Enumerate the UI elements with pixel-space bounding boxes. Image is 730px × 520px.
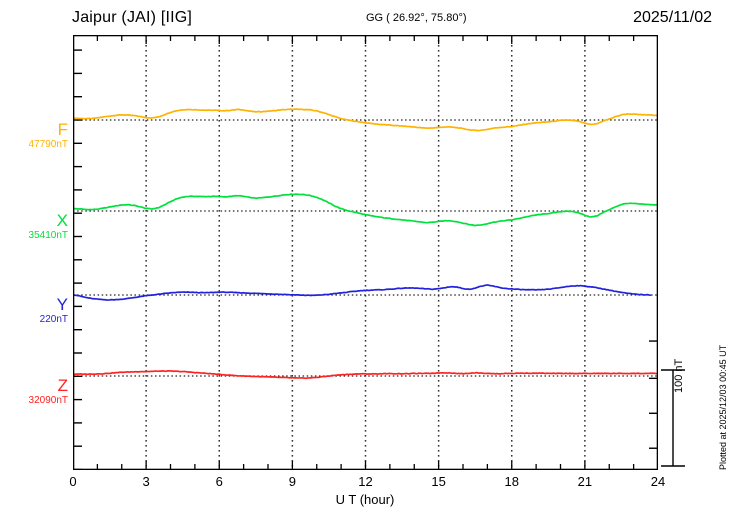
x-tick-9: 9 bbox=[288, 474, 296, 489]
component-baseline-z: 32090nT bbox=[28, 395, 68, 406]
component-symbol-x: X bbox=[56, 211, 68, 230]
component-baselines bbox=[73, 119, 658, 377]
component-symbol-z: Z bbox=[57, 376, 68, 395]
component-symbol-f: F bbox=[57, 120, 68, 139]
geographic-coordinates: GG ( 26.92°, 75.80°) bbox=[366, 12, 467, 24]
component-baseline-f: 47790nT bbox=[28, 139, 68, 150]
magnetogram-svg bbox=[73, 35, 658, 470]
plotted-timestamp: Plotted at 2025/12/03 00:45 UT bbox=[718, 344, 728, 470]
left-axis-ticks bbox=[73, 49, 82, 470]
station-title: Jaipur (JAI) [IIG] bbox=[72, 9, 193, 26]
scale-bar bbox=[661, 369, 685, 467]
plot-frame bbox=[73, 35, 658, 470]
component-label-f: F 47790nT bbox=[2, 121, 68, 151]
vertical-gridlines bbox=[145, 35, 586, 470]
x-tick-21: 21 bbox=[577, 474, 593, 489]
x-tick-3: 3 bbox=[142, 474, 150, 489]
bottom-axis-ticks bbox=[73, 461, 658, 470]
x-tick-24: 24 bbox=[650, 474, 666, 489]
x-tick-0: 0 bbox=[69, 474, 77, 489]
x-tick-18: 18 bbox=[504, 474, 519, 489]
scale-bar-label: 100 nT bbox=[673, 358, 685, 393]
x-tick-12: 12 bbox=[358, 474, 373, 489]
top-axis-ticks bbox=[73, 35, 658, 44]
component-baseline-x: 35410nT bbox=[28, 230, 68, 241]
component-label-y: Y 220nT bbox=[2, 296, 68, 326]
observation-date: 2025/11/02 bbox=[633, 9, 712, 26]
component-label-z: Z 32090nT bbox=[2, 377, 68, 407]
plot-area bbox=[73, 35, 658, 470]
x-tick-15: 15 bbox=[431, 474, 446, 489]
component-label-x: X 35410nT bbox=[2, 212, 68, 242]
data-traces bbox=[73, 108, 658, 380]
component-baseline-y: 220nT bbox=[39, 314, 68, 325]
component-symbol-y: Y bbox=[56, 295, 68, 314]
x-tick-6: 6 bbox=[215, 474, 223, 489]
x-axis-title: U T (hour) bbox=[335, 492, 395, 507]
right-axis-ticks bbox=[649, 340, 658, 449]
